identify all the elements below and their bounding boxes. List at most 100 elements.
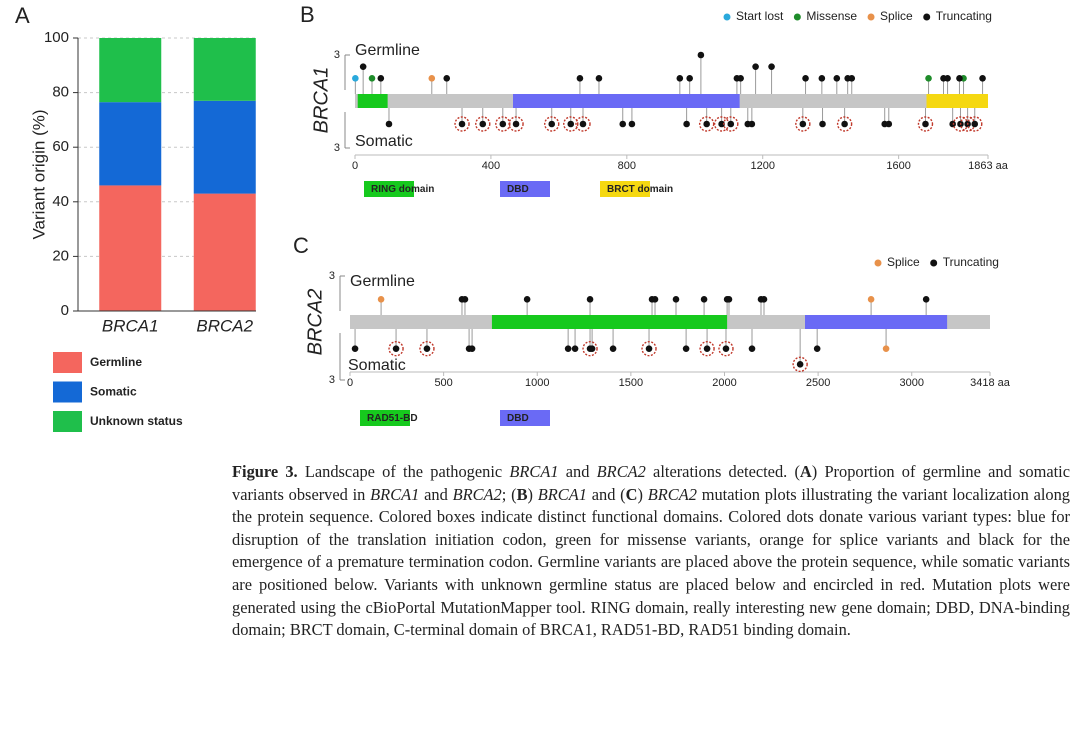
- lollipop-dot: [979, 75, 986, 82]
- bar-segment: [99, 38, 162, 103]
- caption-run: C: [625, 484, 638, 504]
- lollipop-dot: [925, 75, 932, 82]
- lollipop-dot: [576, 75, 584, 82]
- unknown-status-ring: [388, 340, 404, 357]
- legend-dot: [923, 13, 931, 21]
- domain-legend-swatch: [500, 181, 550, 197]
- lollipop-dot: [683, 120, 690, 128]
- lollipop-dot: [813, 345, 821, 352]
- legend-swatch: [53, 381, 82, 403]
- domain: [357, 94, 388, 108]
- domain-legend-swatch: [364, 181, 414, 197]
- figure-caption: Figure 3. Landscape of the pathogenic BR…: [232, 461, 1070, 642]
- legend-label: Truncating: [936, 9, 992, 23]
- lollipop-dot: [571, 345, 579, 352]
- lollipop-dot: [443, 75, 451, 82]
- legend-swatch: [53, 411, 82, 432]
- lollipop-dot: [748, 345, 756, 352]
- domain: [805, 315, 948, 329]
- caption-run: ): [637, 484, 648, 504]
- x-tick-label: 0: [352, 160, 358, 172]
- lollipop-dot: [609, 345, 617, 352]
- lollipop-dot: [703, 120, 710, 128]
- x-tick-label: 2000: [712, 377, 736, 389]
- unknown-status-ring: [563, 116, 579, 132]
- bar-segment: [99, 185, 162, 311]
- germline-label: Germline: [355, 42, 420, 59]
- caption-run: Landscape of the pathogenic: [297, 462, 510, 481]
- x-tick-label: 1200: [750, 160, 774, 172]
- y-tick-label: 80: [52, 84, 69, 101]
- unknown-status-ring: [699, 340, 715, 357]
- caption-run: BRCA2: [647, 484, 697, 504]
- lollipop-dot: [796, 361, 804, 368]
- count-tick-label: 3: [329, 374, 335, 386]
- lollipop-dot: [428, 75, 436, 82]
- lollipop-dot: [645, 345, 653, 352]
- lollipop-dot: [377, 296, 385, 303]
- legend-label: Splice: [880, 9, 913, 23]
- bar-segment: [193, 38, 256, 101]
- panel-letter: C: [293, 233, 309, 258]
- lollipop-dot: [752, 63, 759, 70]
- lollipop-dot: [841, 120, 848, 128]
- lollipop-dot: [819, 120, 826, 128]
- lollipop-dot: [737, 75, 744, 82]
- x-tick-label: 400: [482, 160, 500, 172]
- caption-run: B: [516, 484, 528, 504]
- somatic-label: Somatic: [348, 357, 406, 374]
- domain-legend-label: DBD: [507, 184, 529, 195]
- unknown-status-ring: [582, 340, 598, 357]
- unknown-status-ring: [641, 340, 657, 357]
- lollipop-dot: [468, 345, 476, 352]
- lollipop-dot: [922, 296, 930, 303]
- lollipop-dot: [867, 296, 875, 303]
- panel-letter: B: [300, 2, 315, 27]
- legend-dot: [867, 13, 875, 21]
- domain-legend-swatch: [360, 410, 410, 426]
- lollipop-dot: [619, 120, 627, 128]
- legend-label: Missense: [806, 9, 857, 23]
- lollipop-dot: [949, 120, 956, 128]
- x-tick-label: 500: [434, 377, 452, 389]
- unknown-status-ring: [454, 116, 470, 132]
- lollipop-dot: [392, 345, 400, 352]
- legend-label: Truncating: [943, 255, 999, 269]
- lollipop-dot: [944, 75, 951, 82]
- y-tick-label: 20: [52, 247, 69, 264]
- lollipop-dot: [848, 75, 856, 82]
- caption-run: BRCA2: [596, 462, 646, 481]
- unknown-status-ring: [698, 116, 715, 132]
- legend-label: Unknown status: [90, 414, 183, 428]
- lollipop-dot: [885, 120, 893, 128]
- caption-run: ) Proportion of germline and somatic var…: [232, 462, 1070, 504]
- lollipop-dot: [799, 120, 807, 128]
- y-tick-label: 40: [52, 193, 69, 210]
- unknown-status-ring: [836, 116, 853, 132]
- caption-run: BRCA1: [509, 462, 559, 481]
- lollipop-dot: [564, 345, 572, 352]
- lollipop-dot: [676, 75, 684, 82]
- lollipop-dot: [512, 120, 520, 128]
- count-tick-label: 3: [329, 270, 335, 282]
- lollipop-dot: [697, 51, 705, 59]
- legend-dot: [723, 13, 731, 21]
- lollipop-dot: [352, 75, 359, 82]
- lollipop-dot: [458, 120, 466, 128]
- lollipop-dot: [818, 75, 826, 82]
- lollipop-dot: [523, 296, 531, 303]
- lollipop-dot: [359, 63, 367, 70]
- lollipop-dot: [768, 63, 775, 70]
- lollipop-dot: [499, 120, 507, 128]
- lollipop-dot: [567, 120, 575, 128]
- caption-run: and (: [586, 484, 626, 504]
- domain-legend-swatch: [500, 410, 550, 426]
- bar-segment: [193, 100, 256, 194]
- lollipop-dot: [727, 120, 735, 128]
- unknown-status-ring: [508, 116, 524, 132]
- lollipop-dot: [377, 75, 385, 82]
- caption-run: A: [799, 462, 812, 481]
- caption-run: mutation plots illustrating the variant …: [232, 484, 1070, 640]
- lollipop-dot: [548, 120, 556, 128]
